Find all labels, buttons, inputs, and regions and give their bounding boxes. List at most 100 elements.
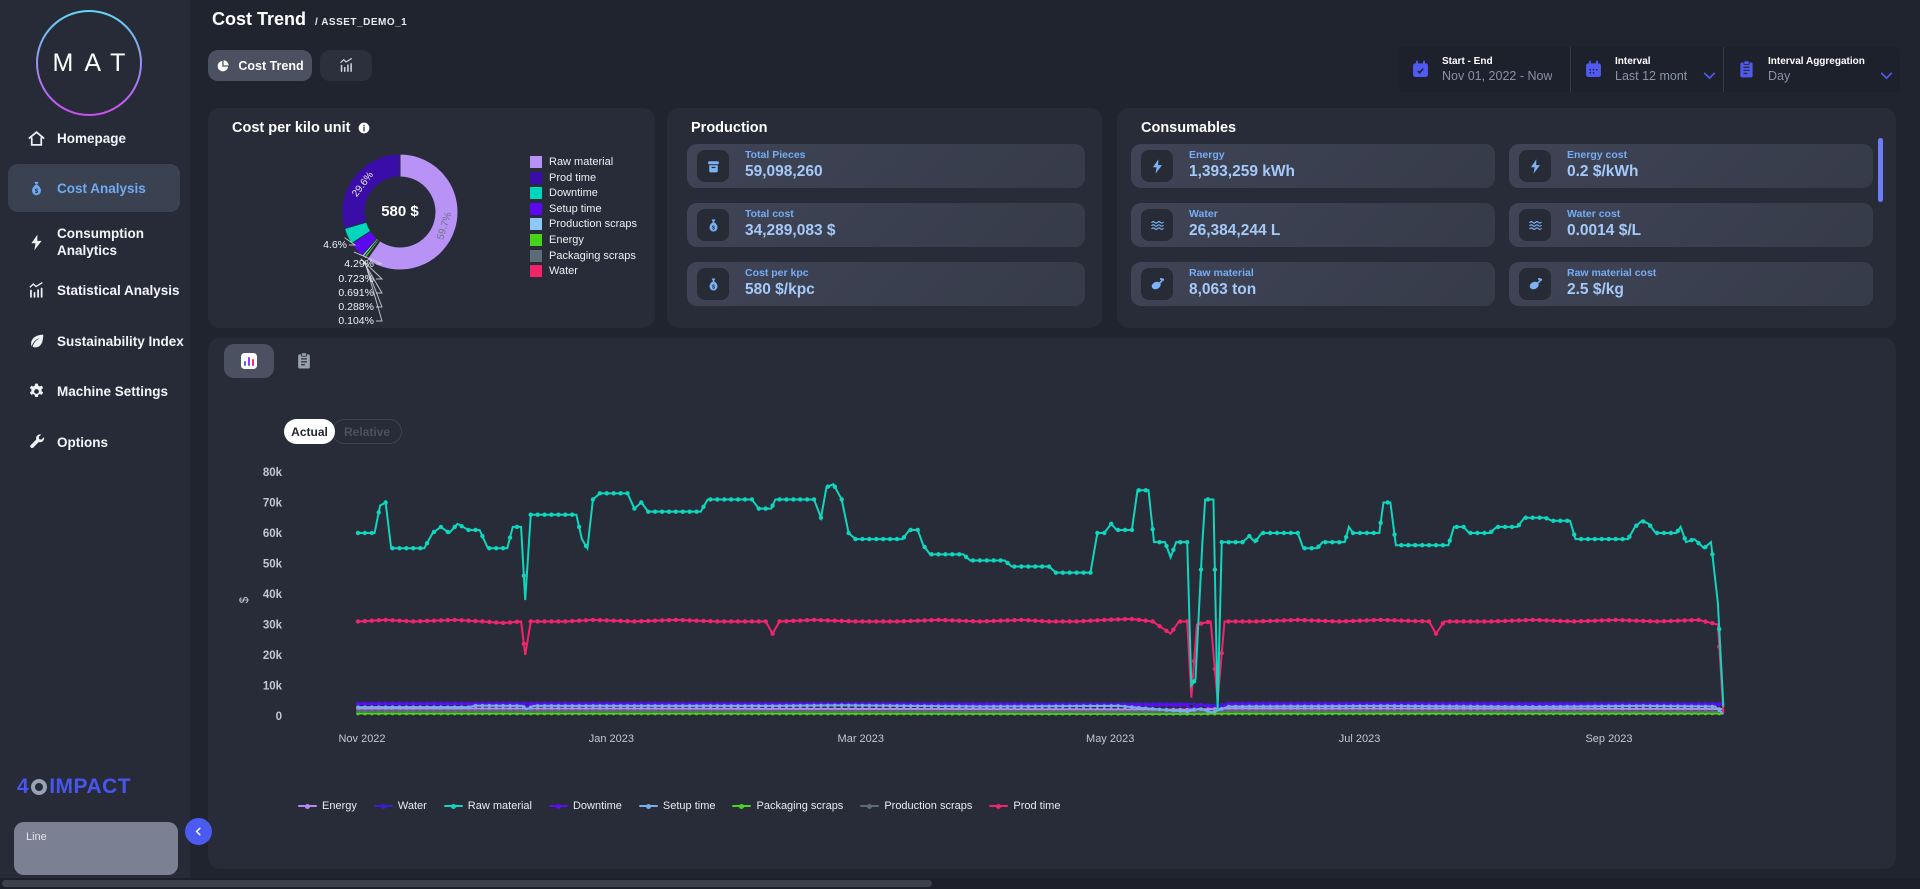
sidebar-item-consumption-analytics[interactable]: Consumption Analytics [0, 222, 190, 262]
line-select[interactable]: Line [14, 822, 178, 875]
donut-legend-item[interactable]: Raw material [530, 156, 637, 168]
line-legend-item[interactable]: Water [373, 800, 427, 812]
calendar-icon [1583, 59, 1604, 80]
line-legend-item[interactable]: Downtime [548, 800, 622, 812]
sidebar-item-statistical-analysis[interactable]: Statistical Analysis [0, 278, 190, 302]
kpi-raw-material: Raw material 8,063 ton [1131, 262, 1495, 306]
donut-slice-label: 0.723% [338, 273, 374, 285]
horizontal-scrollbar[interactable] [0, 878, 1920, 889]
kpi-water: Water 26,384,244 L [1131, 203, 1495, 247]
legend-label: Packaging scraps [756, 800, 844, 812]
line-legend-item[interactable]: Energy [298, 800, 357, 812]
legend-label: Raw material [467, 800, 532, 812]
x-axis-tick: Jul 2023 [1339, 733, 1381, 745]
breadcrumb: / ASSET_DEMO_1 [315, 17, 408, 28]
money-bag-icon: $ [705, 276, 722, 293]
svg-text:$: $ [35, 188, 39, 194]
line-legend-item[interactable]: Packaging scraps [732, 800, 843, 812]
brand-logo: 4 IMPACT [17, 775, 131, 799]
start-end-picker[interactable]: Start - End Nov 01, 2022 - Now [1398, 47, 1570, 92]
stats-icon [338, 57, 355, 74]
toggle-relative[interactable]: Relative [332, 419, 402, 444]
donut-legend-item[interactable]: Setup time [530, 202, 637, 215]
donut-panel-title: Cost per kilo unit [232, 120, 351, 136]
chart-view-button[interactable] [224, 344, 274, 378]
cost-donut-chart[interactable]: 59.7%29.6% [208, 108, 655, 328]
legend-label: Energy [549, 233, 584, 246]
cost-trend-line-chart[interactable]: 80k 70k 60k 50k 40k 30k 20k 10k 0 $ Nov 2022 Jan 20… [208, 453, 1896, 783]
sidebar-item-machine-settings[interactable]: Machine Settings [0, 379, 190, 403]
y-axis-tick: 30k [263, 620, 283, 632]
info-icon[interactable] [357, 121, 371, 135]
donut-slice-raw-material[interactable] [366, 153, 459, 271]
legend-marker [732, 802, 752, 810]
waves-icon [1527, 217, 1544, 234]
series-setup-time [356, 703, 1725, 715]
sidebar-item-label: Machine Settings [57, 383, 169, 399]
kpi-energy: Energy 1,393,259 kWh [1131, 144, 1495, 188]
legend-swatch [530, 202, 542, 215]
line-select-value: Line [26, 831, 47, 843]
y-axis-label: $ [239, 596, 251, 603]
sidebar-item-label: Consumption Analytics [57, 226, 144, 258]
kpi-water-cost: Water cost 0.0014 $/L [1509, 203, 1873, 247]
legend-label: Packaging scraps [549, 249, 636, 262]
aggregation-select[interactable]: Interval Aggregation Day [1723, 47, 1900, 92]
donut-legend-item[interactable]: Prod time [530, 171, 637, 184]
x-axis-tick: Nov 2022 [338, 733, 385, 745]
kpi-value: 26,384,244 L [1189, 222, 1281, 239]
kpi-label: Total Pieces [745, 149, 806, 161]
tab-label: Cost Trend [238, 58, 304, 73]
kpi-value: 580 $/kpc [745, 281, 815, 298]
sidebar-item-label: Options [57, 434, 108, 450]
donut-legend-item[interactable]: Downtime [530, 187, 637, 200]
kpi-value: 0.0014 $/L [1567, 222, 1642, 239]
legend-label: Production scraps [884, 800, 973, 812]
y-axis-tick: 50k [263, 559, 283, 571]
kpi-total-cost: $ Total cost 34,289,083 $ [687, 203, 1085, 247]
kpi-label: Water cost [1567, 208, 1621, 220]
kpi-value: 1,393,259 kWh [1189, 163, 1295, 180]
legend-label: Water [397, 800, 427, 812]
interval-select[interactable]: Interval Last 12 mont [1570, 47, 1723, 92]
tab-statistics[interactable] [320, 50, 372, 81]
sidebar-item-homepage[interactable]: Homepage [0, 126, 190, 150]
donut-leader-line [360, 258, 384, 280]
brand-prefix: 4 [17, 775, 30, 798]
legend-marker [638, 802, 658, 810]
donut-slice-label: 4.29% [344, 258, 374, 270]
line-legend-item[interactable]: Prod time [989, 800, 1060, 812]
kpi-value: 34,289,083 $ [745, 222, 836, 239]
aggregation-label: Interval Aggregation [1768, 56, 1865, 67]
sidebar-item-sustainability-index[interactable]: Sustainability Index [0, 329, 190, 353]
table-view-button[interactable] [294, 351, 314, 371]
consumables-scrollbar[interactable] [1878, 138, 1883, 202]
interval-value: Last 12 mont [1615, 69, 1688, 83]
line-legend-item[interactable]: Setup time [638, 800, 715, 812]
donut-legend-item[interactable]: Production scraps [530, 218, 637, 231]
kpi-value: 59,098,260 [745, 163, 823, 180]
donut-slice-prod-time[interactable] [341, 153, 401, 230]
kpi-label: Water [1189, 208, 1218, 220]
kpi-value: 8,063 ton [1189, 281, 1257, 298]
kpi-label: Raw material [1189, 267, 1254, 279]
line-legend-item[interactable]: Raw material [443, 800, 532, 812]
donut-legend-item[interactable]: Energy [530, 233, 637, 246]
stats-icon [27, 281, 46, 300]
donut-slice-label: 4.6% [323, 239, 347, 251]
line-legend-item[interactable]: Production scraps [860, 800, 972, 812]
tab-cost-trend[interactable]: Cost Trend [208, 50, 312, 81]
toggle-actual[interactable]: Actual [284, 419, 335, 444]
sidebar-collapse-button[interactable] [185, 818, 212, 845]
start-end-value: Nov 01, 2022 - Now [1442, 69, 1553, 83]
y-axis-tick: 20k [263, 650, 283, 662]
clipboard-icon [1736, 59, 1757, 80]
interval-label: Interval [1615, 56, 1651, 67]
donut-legend-item[interactable]: Packaging scraps [530, 249, 637, 262]
donut-legend-item[interactable]: Water [530, 265, 637, 278]
sidebar-item-cost-analysis[interactable]: $ Cost Analysis [0, 176, 190, 200]
horizontal-scrollbar-thumb[interactable] [2, 880, 932, 887]
gear-icon [27, 382, 46, 401]
sidebar-item-options[interactable]: Options [0, 430, 190, 454]
bolt-icon [27, 233, 46, 252]
